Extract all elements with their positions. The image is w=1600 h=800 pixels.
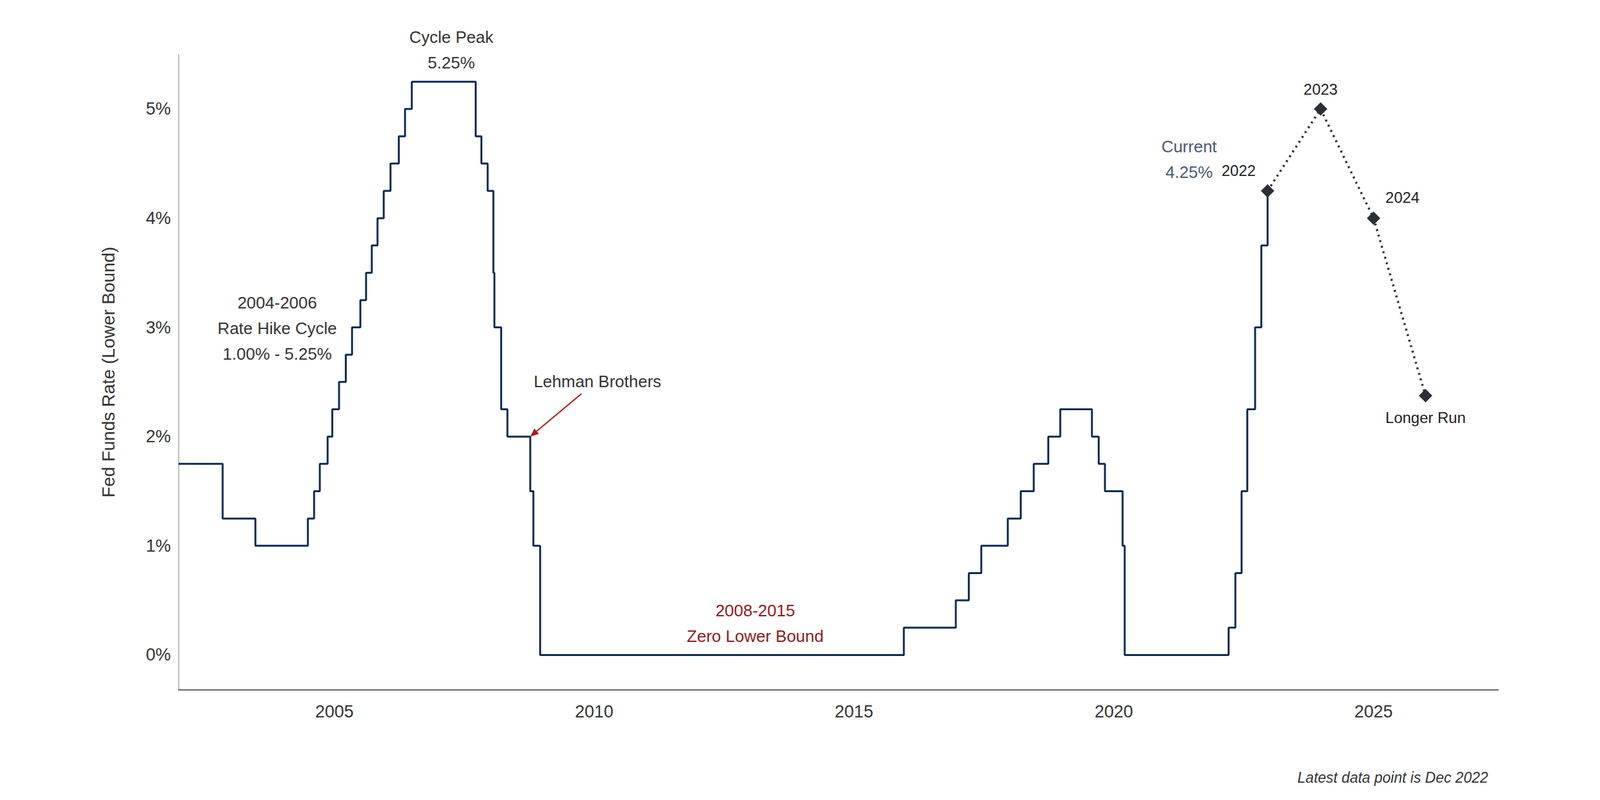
svg-text:Lehman Brothers: Lehman Brothers [533, 371, 661, 391]
svg-text:5%: 5% [145, 99, 171, 119]
svg-text:2023: 2023 [1303, 80, 1338, 98]
svg-text:1.00% - 5.25%: 1.00% - 5.25% [222, 344, 333, 364]
svg-text:2004-2006: 2004-2006 [237, 293, 317, 313]
svg-text:1%: 1% [145, 536, 171, 556]
svg-text:2020: 2020 [1094, 701, 1133, 721]
svg-text:Rate Hike Cycle: Rate Hike Cycle [217, 318, 337, 338]
svg-text:2022: 2022 [1221, 161, 1256, 180]
svg-text:Fed Funds Rate (Lower Bound): Fed Funds Rate (Lower Bound) [98, 246, 119, 498]
svg-text:Current: Current [1161, 136, 1217, 157]
svg-text:5.25%: 5.25% [427, 53, 476, 73]
svg-text:Cycle Peak: Cycle Peak [409, 27, 494, 47]
svg-text:2005: 2005 [315, 701, 354, 721]
svg-text:4%: 4% [145, 208, 171, 228]
svg-text:2%: 2% [145, 426, 171, 446]
svg-text:2025: 2025 [1354, 701, 1393, 721]
svg-text:Longer Run: Longer Run [1385, 408, 1466, 427]
svg-text:2015: 2015 [834, 701, 874, 721]
svg-text:4.25%: 4.25% [1165, 162, 1213, 182]
svg-text:2008-2015: 2008-2015 [715, 600, 795, 620]
svg-text:2024: 2024 [1385, 188, 1420, 206]
svg-text:Zero Lower Bound: Zero Lower Bound [687, 626, 824, 646]
svg-text:0%: 0% [145, 644, 171, 665]
svg-text:3%: 3% [145, 317, 171, 338]
svg-text:2010: 2010 [575, 701, 614, 721]
svg-text:Latest data point is Dec 2022: Latest data point is Dec 2022 [1297, 768, 1489, 786]
